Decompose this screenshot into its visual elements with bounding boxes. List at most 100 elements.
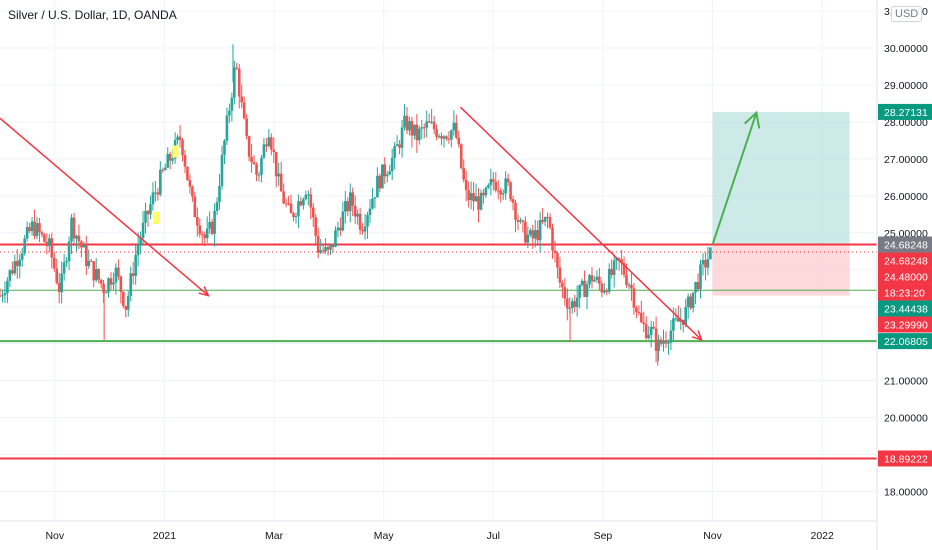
projection-arrowhead bbox=[744, 110, 761, 129]
candle-body bbox=[509, 182, 512, 200]
candle-body bbox=[385, 174, 389, 177]
candle-body bbox=[376, 175, 379, 198]
price-badge-label: 23.44438 bbox=[884, 304, 928, 316]
candle-body bbox=[181, 140, 184, 156]
candle-body bbox=[452, 122, 456, 131]
candle-body bbox=[33, 221, 36, 237]
candle-body bbox=[341, 211, 345, 231]
candle-body bbox=[546, 216, 549, 218]
candle-body bbox=[178, 136, 182, 141]
candle-body bbox=[605, 291, 609, 293]
candle-body bbox=[684, 307, 688, 325]
horizontal-lines[interactable] bbox=[0, 243, 877, 460]
x-tick-label: 2022 bbox=[811, 530, 835, 542]
candle-body bbox=[240, 96, 244, 103]
highlight-marker bbox=[153, 212, 160, 225]
candle-body bbox=[462, 167, 466, 180]
candle-body bbox=[578, 284, 581, 298]
candle-body bbox=[405, 115, 409, 131]
candle-body bbox=[553, 250, 557, 254]
currency-selector[interactable]: USD bbox=[891, 6, 923, 22]
candle-body bbox=[324, 247, 327, 252]
candle-body bbox=[122, 291, 125, 306]
candle-body bbox=[265, 144, 268, 147]
x-tick-label: Sep bbox=[594, 530, 613, 542]
trend-lines[interactable] bbox=[0, 106, 703, 342]
candle-body bbox=[319, 250, 322, 253]
candle-body bbox=[603, 291, 606, 293]
candle-body bbox=[390, 157, 394, 172]
candle-body bbox=[40, 232, 44, 235]
candle-body bbox=[494, 181, 498, 191]
candle-body bbox=[511, 199, 515, 203]
price-badge bbox=[878, 333, 932, 350]
candle-body bbox=[410, 121, 414, 136]
candle-body bbox=[289, 203, 293, 214]
candle-body bbox=[85, 244, 88, 266]
candle-body bbox=[233, 67, 236, 98]
price-badge bbox=[878, 316, 932, 333]
candle-body bbox=[297, 201, 300, 216]
candle-body bbox=[284, 203, 288, 205]
candle-body bbox=[149, 204, 152, 215]
position-box[interactable] bbox=[712, 111, 850, 296]
candle-body bbox=[336, 227, 340, 231]
y-tick-label: 27.00000 bbox=[884, 154, 928, 166]
candle-body bbox=[630, 284, 633, 289]
candle-body bbox=[346, 201, 350, 212]
candle-body bbox=[351, 192, 355, 206]
candle-body bbox=[620, 259, 623, 264]
candle-body bbox=[247, 136, 251, 157]
candle-body bbox=[344, 201, 347, 212]
candle-body bbox=[92, 261, 96, 281]
price-badge-label: 24.68248 bbox=[884, 256, 928, 268]
candle-body bbox=[230, 97, 234, 111]
candle-body bbox=[156, 192, 160, 195]
candle-body bbox=[420, 127, 424, 129]
candle-body bbox=[30, 221, 34, 232]
candle-body bbox=[205, 228, 209, 239]
x-tick-label: 2021 bbox=[153, 530, 177, 542]
candle-body bbox=[257, 174, 261, 176]
candle-body bbox=[573, 301, 577, 308]
candle-body bbox=[371, 198, 374, 209]
candle-body bbox=[15, 261, 19, 267]
candle-body bbox=[339, 227, 342, 231]
candle-body bbox=[696, 282, 700, 290]
candle-body bbox=[408, 121, 411, 131]
candle-body bbox=[479, 192, 483, 210]
candle-body bbox=[196, 216, 199, 226]
projection-arrow[interactable] bbox=[711, 110, 761, 245]
candle-body bbox=[548, 217, 552, 228]
candle-body bbox=[536, 230, 540, 241]
candle-body bbox=[356, 213, 359, 217]
candle-body bbox=[0, 295, 2, 297]
candle-body bbox=[378, 175, 382, 189]
candle-body bbox=[398, 144, 401, 148]
candle-body bbox=[77, 235, 81, 242]
candle-body bbox=[277, 173, 281, 177]
candle-body bbox=[353, 205, 357, 217]
candle-body bbox=[615, 258, 618, 261]
candle-body bbox=[637, 311, 641, 313]
candle-body bbox=[43, 234, 46, 242]
candle-body bbox=[415, 124, 419, 141]
candle-body bbox=[57, 282, 61, 293]
candle-body bbox=[250, 156, 253, 163]
projection-arrow-shaft bbox=[711, 112, 758, 245]
candle-body bbox=[11, 270, 14, 274]
candle-body bbox=[311, 207, 315, 218]
time-axis[interactable]: Nov 2021 Mar May Jul Sep Nov 2022 bbox=[45, 530, 834, 542]
candle-body bbox=[704, 260, 707, 268]
candle-body bbox=[1, 295, 4, 297]
price-badge bbox=[878, 450, 932, 467]
loss-zone bbox=[712, 244, 850, 296]
candle-body bbox=[427, 121, 431, 123]
candle-body bbox=[543, 216, 547, 222]
candle-body bbox=[109, 278, 113, 285]
candle-body bbox=[662, 341, 665, 344]
candle-body bbox=[383, 164, 387, 177]
candle-body bbox=[112, 282, 115, 285]
candle-body bbox=[469, 193, 473, 201]
